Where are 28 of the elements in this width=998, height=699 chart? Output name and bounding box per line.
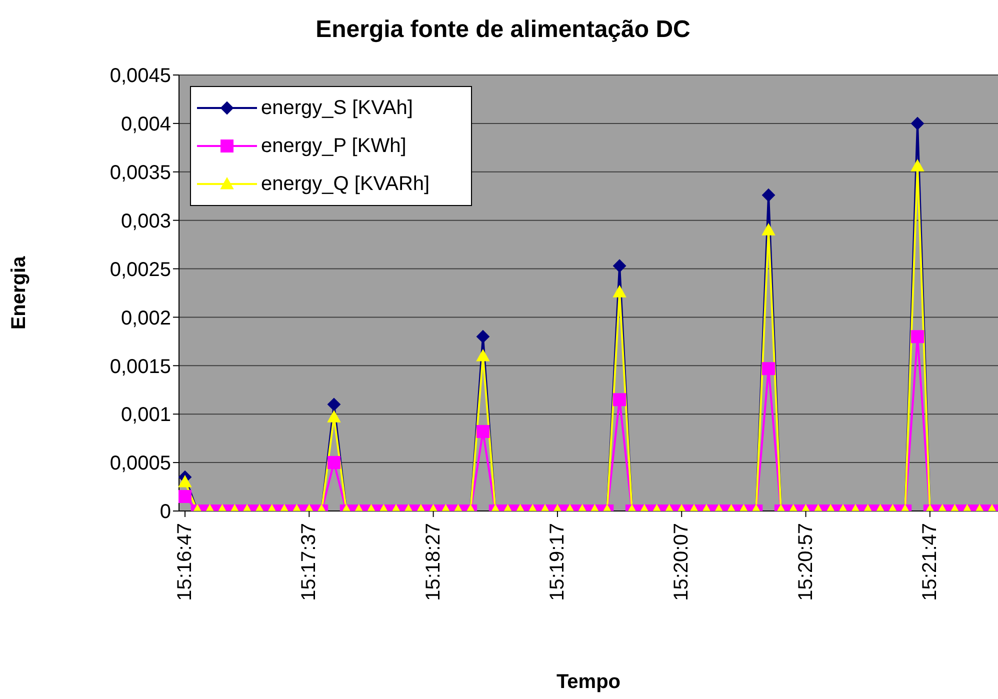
legend-label: energy_S [KVAh] <box>261 96 413 120</box>
legend-label: energy_Q [KVARh] <box>261 172 430 196</box>
x-tick-label: 15:21:47 <box>918 523 941 601</box>
x-axis-title: Tempo <box>556 671 621 693</box>
point <box>476 330 490 344</box>
point <box>613 259 626 272</box>
legend-label: energy_P [KWh] <box>261 134 406 158</box>
y-tick-label: 0,0015 <box>110 356 171 378</box>
x-tick-label: 15:20:57 <box>794 523 817 601</box>
y-tick-label: 0,0025 <box>110 258 171 281</box>
point <box>327 398 340 411</box>
y-tick-label: 0,0035 <box>110 162 171 184</box>
y-tick-label: 0,002 <box>120 307 171 330</box>
x-tick-label: 15:18:27 <box>422 523 444 601</box>
y-tick-label: 0,001 <box>120 404 171 426</box>
point <box>762 188 776 202</box>
y-tick-label: 0,004 <box>120 114 171 136</box>
x-tick-label: 15:20:07 <box>670 523 693 601</box>
x-tick-label: 15:19:17 <box>546 523 568 601</box>
chart-title: Energia fonte de alimentação DC <box>316 16 690 44</box>
y-tick-label: 0,003 <box>120 210 171 232</box>
y-axis-title: Energia <box>8 255 30 330</box>
y-tick-label: 0,0005 <box>110 452 171 475</box>
y-tick-label: 0 <box>160 501 171 524</box>
x-tick-label: 15:17:37 <box>298 523 320 601</box>
y-tick-label: 0,0045 <box>110 65 171 88</box>
x-tick-label: 15:16:47 <box>174 523 196 601</box>
point <box>911 116 924 130</box>
